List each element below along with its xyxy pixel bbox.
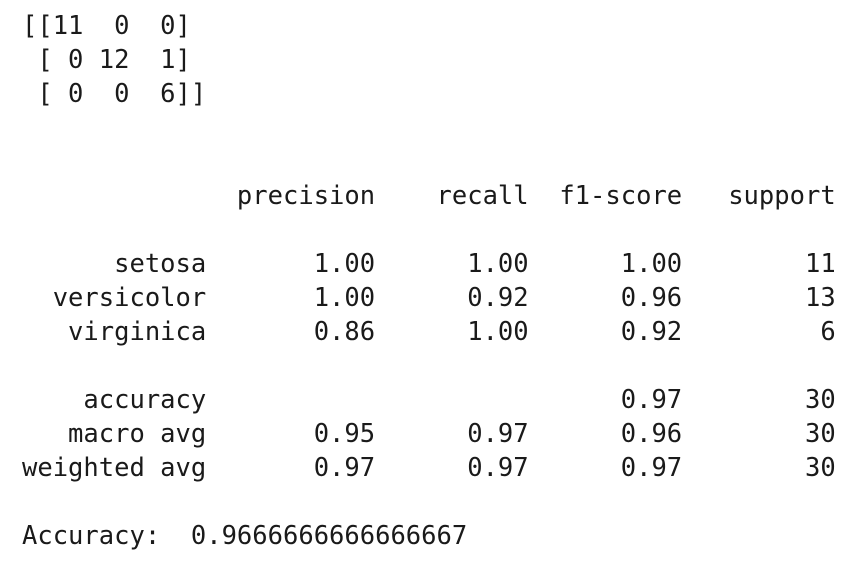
accuracy-line: Accuracy: 0.9666666666666667 (22, 521, 468, 551)
report-header: precision recall f1-score support (22, 181, 836, 211)
summary-row-weighted-avg: weighted avg 0.97 0.97 0.97 30 (22, 453, 836, 483)
report-row-setosa: setosa 1.00 1.00 1.00 11 (22, 249, 836, 279)
summary-row-macro-avg: macro avg 0.95 0.97 0.96 30 (22, 419, 836, 449)
console-output: [[11 0 0] [ 0 12 1] [ 0 0 6]] precision … (22, 9, 836, 553)
blank-line (22, 111, 836, 145)
blank-line (22, 213, 836, 247)
blank-line (22, 485, 836, 519)
report-row-versicolor: versicolor 1.00 0.92 0.96 13 (22, 283, 836, 313)
confusion-matrix-row-1: [[11 0 0] (22, 11, 191, 41)
blank-line (22, 349, 836, 383)
confusion-matrix-row-2: [ 0 12 1] (22, 45, 191, 75)
blank-line (22, 145, 836, 179)
report-row-virginica: virginica 0.86 1.00 0.92 6 (22, 317, 836, 347)
confusion-matrix-row-3: [ 0 0 6]] (22, 79, 207, 109)
summary-row-accuracy: accuracy 0.97 30 (22, 385, 836, 415)
